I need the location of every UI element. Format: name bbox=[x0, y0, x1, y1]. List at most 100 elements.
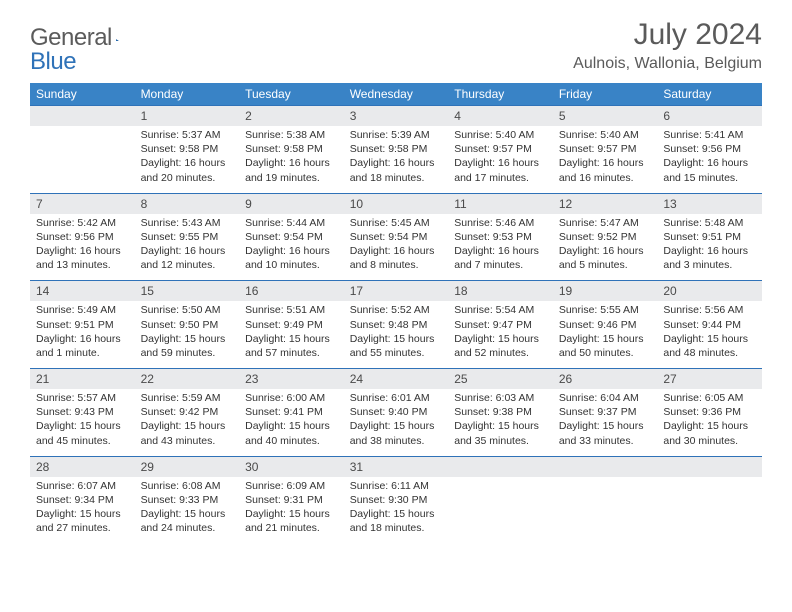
sunset-text: Sunset: 9:51 PM bbox=[36, 318, 129, 332]
daylight-text: Daylight: 15 hours and 35 minutes. bbox=[454, 419, 547, 447]
sunrise-text: Sunrise: 5:59 AM bbox=[141, 391, 234, 405]
date-number: 27 bbox=[657, 368, 762, 389]
date-number: 17 bbox=[344, 280, 449, 301]
date-cell bbox=[30, 126, 135, 193]
sunrise-text: Sunrise: 5:48 AM bbox=[663, 216, 756, 230]
sunset-text: Sunset: 9:56 PM bbox=[663, 142, 756, 156]
sunset-text: Sunset: 9:40 PM bbox=[350, 405, 443, 419]
date-number: 9 bbox=[239, 193, 344, 214]
date-number: 18 bbox=[448, 280, 553, 301]
date-number: 30 bbox=[239, 456, 344, 477]
daylight-text: Daylight: 15 hours and 38 minutes. bbox=[350, 419, 443, 447]
sunrise-text: Sunrise: 6:03 AM bbox=[454, 391, 547, 405]
sunrise-text: Sunrise: 5:45 AM bbox=[350, 216, 443, 230]
sunset-text: Sunset: 9:55 PM bbox=[141, 230, 234, 244]
date-cell bbox=[553, 477, 658, 544]
date-number: 31 bbox=[344, 456, 449, 477]
date-number: 28 bbox=[30, 456, 135, 477]
date-cell: Sunrise: 5:42 AMSunset: 9:56 PMDaylight:… bbox=[30, 214, 135, 281]
sunrise-text: Sunrise: 6:04 AM bbox=[559, 391, 652, 405]
dow-header: Saturday bbox=[657, 83, 762, 105]
sunset-text: Sunset: 9:52 PM bbox=[559, 230, 652, 244]
daylight-text: Daylight: 15 hours and 52 minutes. bbox=[454, 332, 547, 360]
sunrise-text: Sunrise: 5:49 AM bbox=[36, 303, 129, 317]
sunset-text: Sunset: 9:47 PM bbox=[454, 318, 547, 332]
sunset-text: Sunset: 9:58 PM bbox=[245, 142, 338, 156]
sunrise-text: Sunrise: 6:11 AM bbox=[350, 479, 443, 493]
daylight-text: Daylight: 15 hours and 55 minutes. bbox=[350, 332, 443, 360]
sunrise-text: Sunrise: 5:37 AM bbox=[141, 128, 234, 142]
date-cell: Sunrise: 6:11 AMSunset: 9:30 PMDaylight:… bbox=[344, 477, 449, 544]
sunrise-text: Sunrise: 6:00 AM bbox=[245, 391, 338, 405]
title-block: July 2024 Aulnois, Wallonia, Belgium bbox=[573, 18, 762, 73]
daylight-text: Daylight: 15 hours and 40 minutes. bbox=[245, 419, 338, 447]
sunset-text: Sunset: 9:38 PM bbox=[454, 405, 547, 419]
sunrise-text: Sunrise: 5:43 AM bbox=[141, 216, 234, 230]
date-cell: Sunrise: 5:59 AMSunset: 9:42 PMDaylight:… bbox=[135, 389, 240, 456]
date-cell: Sunrise: 6:01 AMSunset: 9:40 PMDaylight:… bbox=[344, 389, 449, 456]
date-number: 25 bbox=[448, 368, 553, 389]
date-number: 6 bbox=[657, 105, 762, 126]
daylight-text: Daylight: 16 hours and 15 minutes. bbox=[663, 156, 756, 184]
sunrise-text: Sunrise: 5:56 AM bbox=[663, 303, 756, 317]
daylight-text: Daylight: 15 hours and 48 minutes. bbox=[663, 332, 756, 360]
daylight-text: Daylight: 16 hours and 17 minutes. bbox=[454, 156, 547, 184]
dow-header: Tuesday bbox=[239, 83, 344, 105]
sunset-text: Sunset: 9:31 PM bbox=[245, 493, 338, 507]
dow-header: Friday bbox=[553, 83, 658, 105]
date-number: 4 bbox=[448, 105, 553, 126]
daylight-text: Daylight: 16 hours and 1 minute. bbox=[36, 332, 129, 360]
daylight-text: Daylight: 15 hours and 43 minutes. bbox=[141, 419, 234, 447]
date-number: 16 bbox=[239, 280, 344, 301]
sunrise-text: Sunrise: 5:40 AM bbox=[559, 128, 652, 142]
date-cell: Sunrise: 5:37 AMSunset: 9:58 PMDaylight:… bbox=[135, 126, 240, 193]
date-number: 24 bbox=[344, 368, 449, 389]
calendar-table: SundayMondayTuesdayWednesdayThursdayFrid… bbox=[30, 83, 762, 543]
sunrise-text: Sunrise: 6:09 AM bbox=[245, 479, 338, 493]
date-cell: Sunrise: 5:57 AMSunset: 9:43 PMDaylight:… bbox=[30, 389, 135, 456]
daylight-text: Daylight: 16 hours and 8 minutes. bbox=[350, 244, 443, 272]
sunrise-text: Sunrise: 6:05 AM bbox=[663, 391, 756, 405]
sunrise-text: Sunrise: 5:40 AM bbox=[454, 128, 547, 142]
date-number: 15 bbox=[135, 280, 240, 301]
dow-header: Sunday bbox=[30, 83, 135, 105]
date-cell: Sunrise: 6:08 AMSunset: 9:33 PMDaylight:… bbox=[135, 477, 240, 544]
daylight-text: Daylight: 15 hours and 50 minutes. bbox=[559, 332, 652, 360]
date-number: 26 bbox=[553, 368, 658, 389]
date-cell: Sunrise: 5:40 AMSunset: 9:57 PMDaylight:… bbox=[553, 126, 658, 193]
daylight-text: Daylight: 16 hours and 16 minutes. bbox=[559, 156, 652, 184]
daylight-text: Daylight: 15 hours and 30 minutes. bbox=[663, 419, 756, 447]
date-cell: Sunrise: 6:09 AMSunset: 9:31 PMDaylight:… bbox=[239, 477, 344, 544]
sunset-text: Sunset: 9:49 PM bbox=[245, 318, 338, 332]
sunrise-text: Sunrise: 6:08 AM bbox=[141, 479, 234, 493]
date-number bbox=[553, 456, 658, 477]
sunrise-text: Sunrise: 5:46 AM bbox=[454, 216, 547, 230]
date-number: 19 bbox=[553, 280, 658, 301]
logo-text-blue: Blue bbox=[30, 48, 76, 75]
date-cell: Sunrise: 5:39 AMSunset: 9:58 PMDaylight:… bbox=[344, 126, 449, 193]
sunset-text: Sunset: 9:51 PM bbox=[663, 230, 756, 244]
daylight-text: Daylight: 16 hours and 12 minutes. bbox=[141, 244, 234, 272]
daylight-text: Daylight: 16 hours and 19 minutes. bbox=[245, 156, 338, 184]
daylight-text: Daylight: 16 hours and 10 minutes. bbox=[245, 244, 338, 272]
dow-header: Wednesday bbox=[344, 83, 449, 105]
daylight-text: Daylight: 15 hours and 18 minutes. bbox=[350, 507, 443, 535]
date-number: 5 bbox=[553, 105, 658, 126]
sunset-text: Sunset: 9:44 PM bbox=[663, 318, 756, 332]
date-cell: Sunrise: 5:51 AMSunset: 9:49 PMDaylight:… bbox=[239, 301, 344, 368]
daylight-text: Daylight: 15 hours and 33 minutes. bbox=[559, 419, 652, 447]
sunset-text: Sunset: 9:54 PM bbox=[350, 230, 443, 244]
calendar-body: SundayMondayTuesdayWednesdayThursdayFrid… bbox=[30, 83, 762, 543]
date-cell: Sunrise: 6:03 AMSunset: 9:38 PMDaylight:… bbox=[448, 389, 553, 456]
sunrise-text: Sunrise: 6:01 AM bbox=[350, 391, 443, 405]
sunrise-text: Sunrise: 5:52 AM bbox=[350, 303, 443, 317]
date-number: 22 bbox=[135, 368, 240, 389]
sunset-text: Sunset: 9:53 PM bbox=[454, 230, 547, 244]
date-cell: Sunrise: 6:00 AMSunset: 9:41 PMDaylight:… bbox=[239, 389, 344, 456]
date-cell: Sunrise: 5:50 AMSunset: 9:50 PMDaylight:… bbox=[135, 301, 240, 368]
date-cell: Sunrise: 5:44 AMSunset: 9:54 PMDaylight:… bbox=[239, 214, 344, 281]
sunrise-text: Sunrise: 5:47 AM bbox=[559, 216, 652, 230]
date-cell: Sunrise: 5:43 AMSunset: 9:55 PMDaylight:… bbox=[135, 214, 240, 281]
sunrise-text: Sunrise: 5:50 AM bbox=[141, 303, 234, 317]
date-cell: Sunrise: 5:52 AMSunset: 9:48 PMDaylight:… bbox=[344, 301, 449, 368]
